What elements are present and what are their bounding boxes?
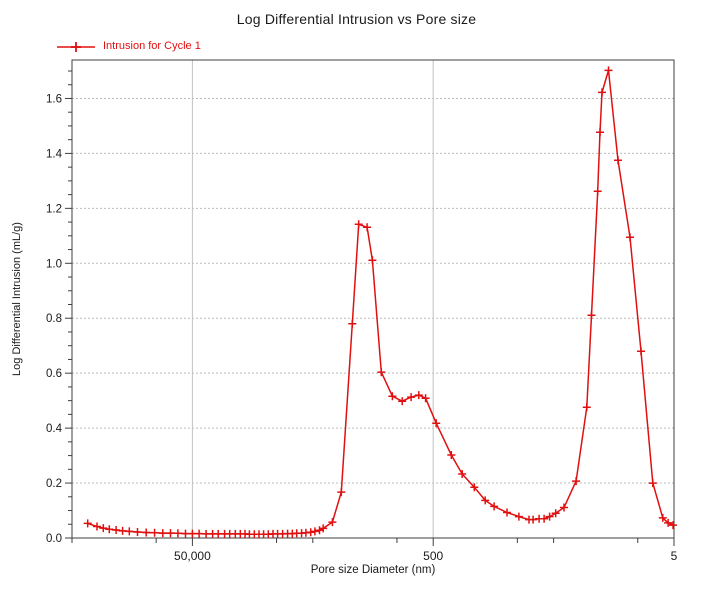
chart-title: Log Differential Intrusion vs Pore size bbox=[236, 11, 477, 27]
series-markers bbox=[83, 66, 677, 539]
legend-line-marker-icon bbox=[57, 41, 95, 52]
series-line bbox=[87, 69, 674, 535]
plot-frame bbox=[71, 59, 675, 539]
y-axis-tick-label: 1.2 bbox=[46, 203, 62, 215]
vertical-gridlines bbox=[191, 60, 434, 538]
x-axis-title: Pore size Diameter (nm) bbox=[310, 564, 436, 576]
y-axis-tick-label: 1.4 bbox=[46, 148, 63, 160]
x-axis-ticks: 50,000 500 5 bbox=[71, 538, 678, 563]
y-axis-tick-label: 1.0 bbox=[46, 258, 62, 270]
y-axis-ticks: 0.0 0.2 0.4 0.6 0.8 1.0 1.2 1.4 1.6 bbox=[46, 70, 72, 545]
y-axis-tick-label: 0.2 bbox=[46, 478, 62, 490]
y-axis-tick-label: 0.4 bbox=[46, 423, 63, 435]
legend: Intrusion for Cycle 1 bbox=[56, 40, 201, 53]
legend-label: Intrusion for Cycle 1 bbox=[103, 40, 201, 52]
y-axis-tick-label: 1.6 bbox=[46, 93, 62, 105]
x-axis-tick-label: 500 bbox=[423, 549, 443, 563]
series-intrusion-for-cycle-1 bbox=[83, 66, 677, 539]
x-axis-tick-label: 50,000 bbox=[174, 549, 211, 563]
y-axis-tick-label: 0.6 bbox=[46, 368, 62, 380]
x-axis-tick-label: 5 bbox=[671, 549, 678, 563]
y-axis-tick-label: 0.8 bbox=[46, 313, 62, 325]
y-axis-tick-label: 0.0 bbox=[46, 533, 62, 545]
